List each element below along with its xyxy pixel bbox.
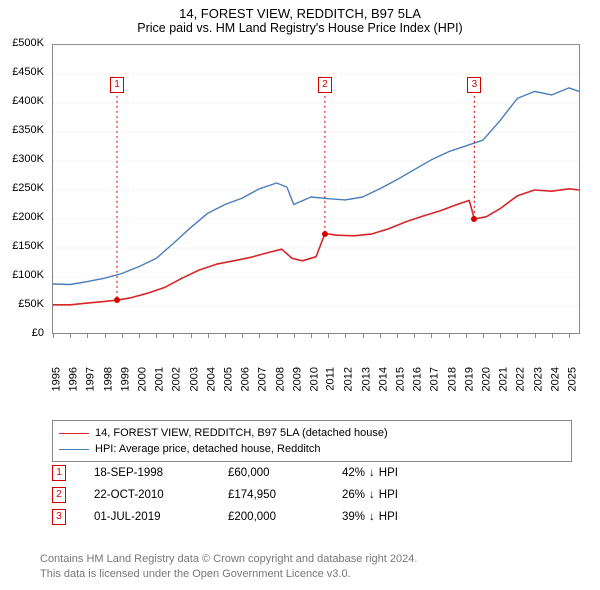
- sale-row-price: £200,000: [228, 511, 318, 523]
- page-root: 14, FOREST VIEW, REDDITCH, B97 5LA Price…: [0, 0, 600, 590]
- x-axis-label: 2020: [480, 367, 492, 391]
- sale-row-num: 3: [52, 509, 66, 525]
- x-axis-label: 2022: [515, 367, 527, 391]
- chart-title-line2: Price paid vs. HM Land Registry's House …: [0, 21, 600, 35]
- sale-row-num: 2: [52, 487, 66, 503]
- x-axis-label: 2013: [360, 367, 372, 391]
- x-axis-label: 2009: [291, 367, 303, 391]
- x-axis-label: 2006: [240, 367, 252, 391]
- sale-row-date: 01-JUL-2019: [94, 511, 204, 523]
- x-axis-label: 2011: [325, 367, 337, 391]
- legend-box: 14, FOREST VIEW, REDDITCH, B97 5LA (deta…: [52, 420, 572, 462]
- sale-row-diff: 39% ↓ HPI: [342, 511, 398, 523]
- sale-row: 3 01-JUL-2019 £200,000 39% ↓ HPI: [52, 506, 572, 528]
- down-arrow-icon: ↓: [369, 489, 375, 501]
- x-axis-label: 2014: [377, 367, 389, 391]
- footer-attribution: Contains HM Land Registry data © Crown c…: [40, 552, 417, 582]
- legend-label: HPI: Average price, detached house, Redd…: [95, 443, 320, 455]
- x-axis-label: 2004: [205, 367, 217, 391]
- y-axis-label: £500K: [0, 37, 44, 49]
- sale-row-date: 22-OCT-2010: [94, 489, 204, 501]
- legend-swatch: [59, 449, 89, 450]
- series-price_paid: [53, 189, 579, 305]
- y-axis-label: £450K: [0, 66, 44, 78]
- sale-marker-dot: [471, 216, 477, 222]
- sale-marker-box: 3: [467, 77, 481, 93]
- legend-label: 14, FOREST VIEW, REDDITCH, B97 5LA (deta…: [95, 427, 388, 439]
- down-arrow-icon: ↓: [369, 511, 375, 523]
- chart-title-line1: 14, FOREST VIEW, REDDITCH, B97 5LA: [0, 6, 600, 21]
- y-axis-label: £0: [0, 327, 44, 339]
- y-axis-label: £150K: [0, 240, 44, 252]
- x-axis-label: 2025: [566, 367, 578, 391]
- y-axis-label: £300K: [0, 153, 44, 165]
- sale-row-price: £60,000: [228, 467, 318, 479]
- x-axis-label: 2024: [549, 367, 561, 391]
- x-axis-label: 1999: [119, 367, 131, 391]
- legend-row: 14, FOREST VIEW, REDDITCH, B97 5LA (deta…: [59, 425, 565, 441]
- footer-line2: This data is licensed under the Open Gov…: [40, 567, 417, 582]
- legend-swatch: [59, 433, 89, 434]
- down-arrow-icon: ↓: [369, 467, 375, 479]
- x-axis-label: 2018: [446, 367, 458, 391]
- x-axis-label: 1997: [85, 367, 97, 391]
- y-axis-label: £200K: [0, 211, 44, 223]
- sales-table: 1 18-SEP-1998 £60,000 42% ↓ HPI 2 22-OCT-2010…: [52, 462, 572, 528]
- sale-marker-dot: [322, 231, 328, 237]
- x-axis-label: 2002: [171, 367, 183, 391]
- y-axis-label: £50K: [0, 298, 44, 310]
- sale-marker-box: 1: [110, 77, 124, 93]
- chart-titles: 14, FOREST VIEW, REDDITCH, B97 5LA Price…: [0, 0, 600, 35]
- x-axis-label: 1995: [50, 367, 62, 391]
- x-axis-label: 2010: [308, 367, 320, 391]
- x-axis-label: 2007: [257, 367, 269, 391]
- sale-marker-box: 2: [318, 77, 332, 93]
- sale-row: 2 22-OCT-2010 £174,950 26% ↓ HPI: [52, 484, 572, 506]
- x-axis-label: 2016: [412, 367, 424, 391]
- x-axis-label: 2017: [429, 367, 441, 391]
- x-axis-label: 2000: [136, 367, 148, 391]
- y-axis-label: £350K: [0, 124, 44, 136]
- x-axis-label: 2001: [154, 367, 166, 391]
- sale-row: 1 18-SEP-1998 £60,000 42% ↓ HPI: [52, 462, 572, 484]
- sale-row-diff: 26% ↓ HPI: [342, 489, 398, 501]
- sale-row-num: 1: [52, 465, 66, 481]
- plot-region: 1995199619971998199920002001200220032004…: [52, 44, 580, 334]
- sale-row-date: 18-SEP-1998: [94, 467, 204, 479]
- x-axis-label: 2012: [343, 367, 355, 391]
- y-axis-label: £400K: [0, 95, 44, 107]
- x-axis-label: 2005: [222, 367, 234, 391]
- x-axis-label: 2021: [498, 367, 510, 391]
- x-axis-label: 2008: [274, 367, 286, 391]
- x-axis-label: 2019: [463, 367, 475, 391]
- footer-line1: Contains HM Land Registry data © Crown c…: [40, 552, 417, 567]
- x-axis-label: 1998: [102, 367, 114, 391]
- x-axis-label: 2023: [532, 367, 544, 391]
- sale-row-diff: 42% ↓ HPI: [342, 467, 398, 479]
- chart-area: 1995199619971998199920002001200220032004…: [0, 44, 600, 374]
- sale-marker-dot: [114, 297, 120, 303]
- x-axis-label: 2003: [188, 367, 200, 391]
- y-axis-label: £100K: [0, 269, 44, 281]
- x-axis-label: 2015: [394, 367, 406, 391]
- sale-row-price: £174,950: [228, 489, 318, 501]
- legend-row: HPI: Average price, detached house, Redd…: [59, 441, 565, 457]
- x-axis-label: 1996: [68, 367, 80, 391]
- y-axis-label: £250K: [0, 182, 44, 194]
